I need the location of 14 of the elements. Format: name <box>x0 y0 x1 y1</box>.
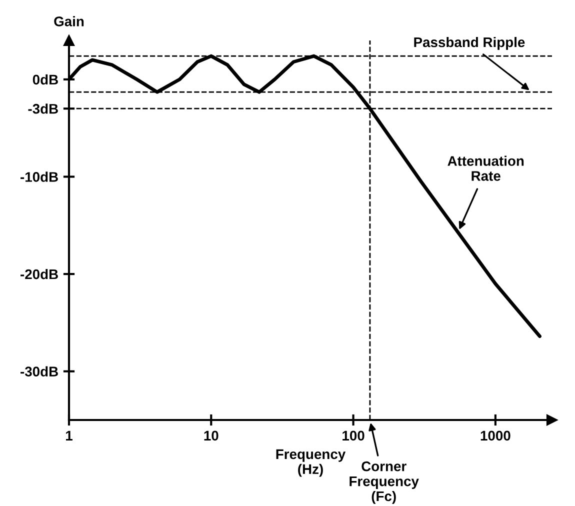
x-axis-title: Frequency (Hz) <box>276 449 346 477</box>
x-tick-label: 1000 <box>480 430 510 441</box>
y-tick-label: 0dB <box>32 74 58 85</box>
y-tick-label: -20dB <box>20 268 58 280</box>
y-tick-label: -10dB <box>20 172 58 182</box>
y-axis-title: Gain <box>54 16 84 26</box>
annotation: Corner Frequency (Fc) <box>350 461 419 504</box>
y-tick-label: -3dB <box>28 104 58 114</box>
x-tick-label: 100 <box>342 430 364 441</box>
x-tick-label: 10 <box>204 430 218 441</box>
x-tick-label: 1 <box>66 430 72 440</box>
annotation: Passband Ripple <box>414 36 525 50</box>
annotation: Attenuation Rate <box>448 156 524 181</box>
y-tick-label: -30dB <box>20 366 58 377</box>
